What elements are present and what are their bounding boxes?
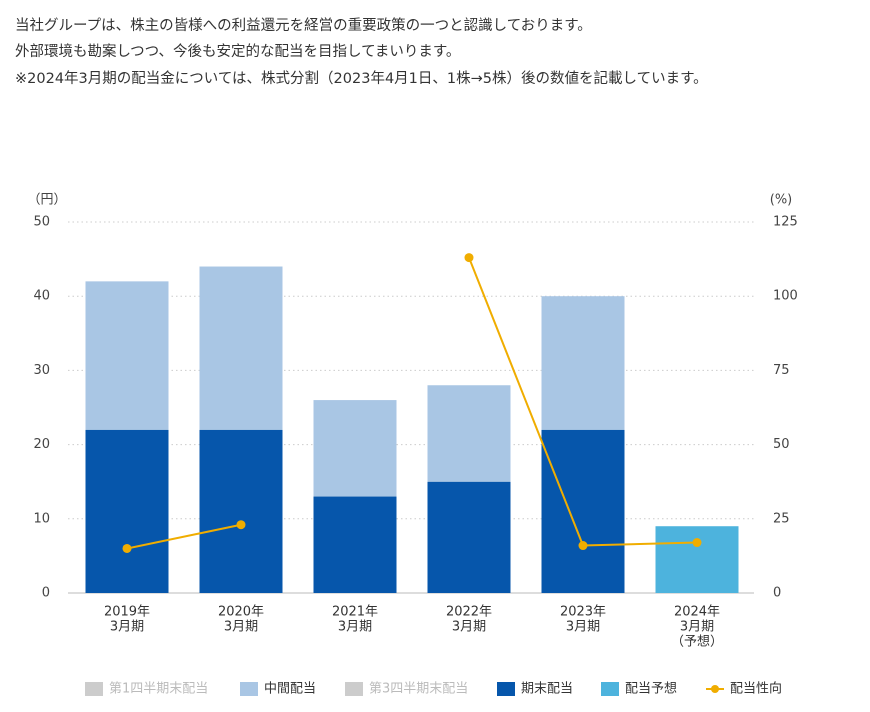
bar-segment	[541, 296, 625, 430]
x-tick-label: 3月期	[338, 620, 372, 635]
intro-line: 外部環境も勘案しつつ、今後も安定的な配当を目指してまいります。	[15, 42, 460, 60]
y2-tick-label: 50	[773, 437, 790, 452]
y2-axis-label: (%)	[770, 193, 793, 208]
intro-line: 当社グループは、株主の皆様への利益還元を経営の重要政策の一つと認識しております。	[15, 17, 592, 34]
legend-swatch	[85, 682, 103, 696]
x-tick-label: 2019年	[104, 605, 150, 620]
x-tick-label: 2023年	[560, 605, 606, 620]
x-tick-label: 2021年	[332, 605, 378, 620]
y2-tick-label: 125	[773, 215, 798, 230]
x-tick-label: 2022年	[446, 605, 492, 620]
bar-segment	[313, 496, 397, 593]
legend-swatch	[601, 682, 619, 696]
x-tick-label: 3月期	[566, 620, 600, 635]
bar-segment	[541, 429, 625, 593]
bar-segment	[427, 385, 511, 482]
x-tick-label: （予想）	[671, 634, 723, 650]
legend-label: 第1四半期末配当	[109, 682, 208, 697]
legend-label: 配当性向	[730, 681, 782, 697]
bar-segment	[655, 526, 739, 593]
line-point	[122, 543, 132, 553]
y-tick-label: 40	[33, 289, 50, 304]
y-tick-label: 50	[33, 215, 50, 230]
x-tick-label: 2024年	[674, 605, 720, 620]
line-point	[236, 520, 246, 530]
x-tick-label: 3月期	[452, 620, 486, 635]
y2-tick-label: 0	[773, 586, 781, 601]
line-point	[692, 538, 702, 548]
legend-label: 期末配当	[521, 682, 573, 697]
legend-swatch	[497, 682, 515, 696]
legend-label: 中間配当	[264, 682, 316, 697]
y-tick-label: 30	[33, 363, 50, 378]
y-tick-label: 20	[33, 437, 50, 452]
bar-segment	[85, 429, 169, 593]
bar-segment	[85, 281, 169, 430]
x-tick-label: 3月期	[224, 620, 258, 635]
y2-tick-label: 100	[773, 289, 798, 304]
y-axis-label: （円）	[27, 193, 66, 208]
x-tick-label: 3月期	[680, 620, 714, 635]
y-tick-label: 10	[33, 511, 50, 526]
legend-label: 配当予想	[625, 681, 677, 697]
y-tick-label: 0	[42, 586, 50, 601]
legend-swatch	[240, 682, 258, 696]
bar-segment	[427, 481, 511, 593]
intro-line: ※2024年3月期の配当金については、株式分割（2023年4月1日、1株→5株）…	[15, 70, 708, 87]
x-tick-label: 2020年	[218, 605, 264, 620]
line-point	[578, 541, 588, 551]
legend-swatch	[345, 682, 363, 696]
legend-marker	[711, 685, 719, 693]
y2-tick-label: 25	[773, 511, 790, 526]
y2-tick-label: 75	[773, 363, 790, 378]
bar-segment	[199, 266, 283, 430]
bar-segment	[313, 400, 397, 497]
line-point	[464, 253, 474, 263]
bar-segment	[199, 429, 283, 593]
legend-label: 第3四半期末配当	[369, 682, 468, 697]
x-tick-label: 3月期	[110, 620, 144, 635]
